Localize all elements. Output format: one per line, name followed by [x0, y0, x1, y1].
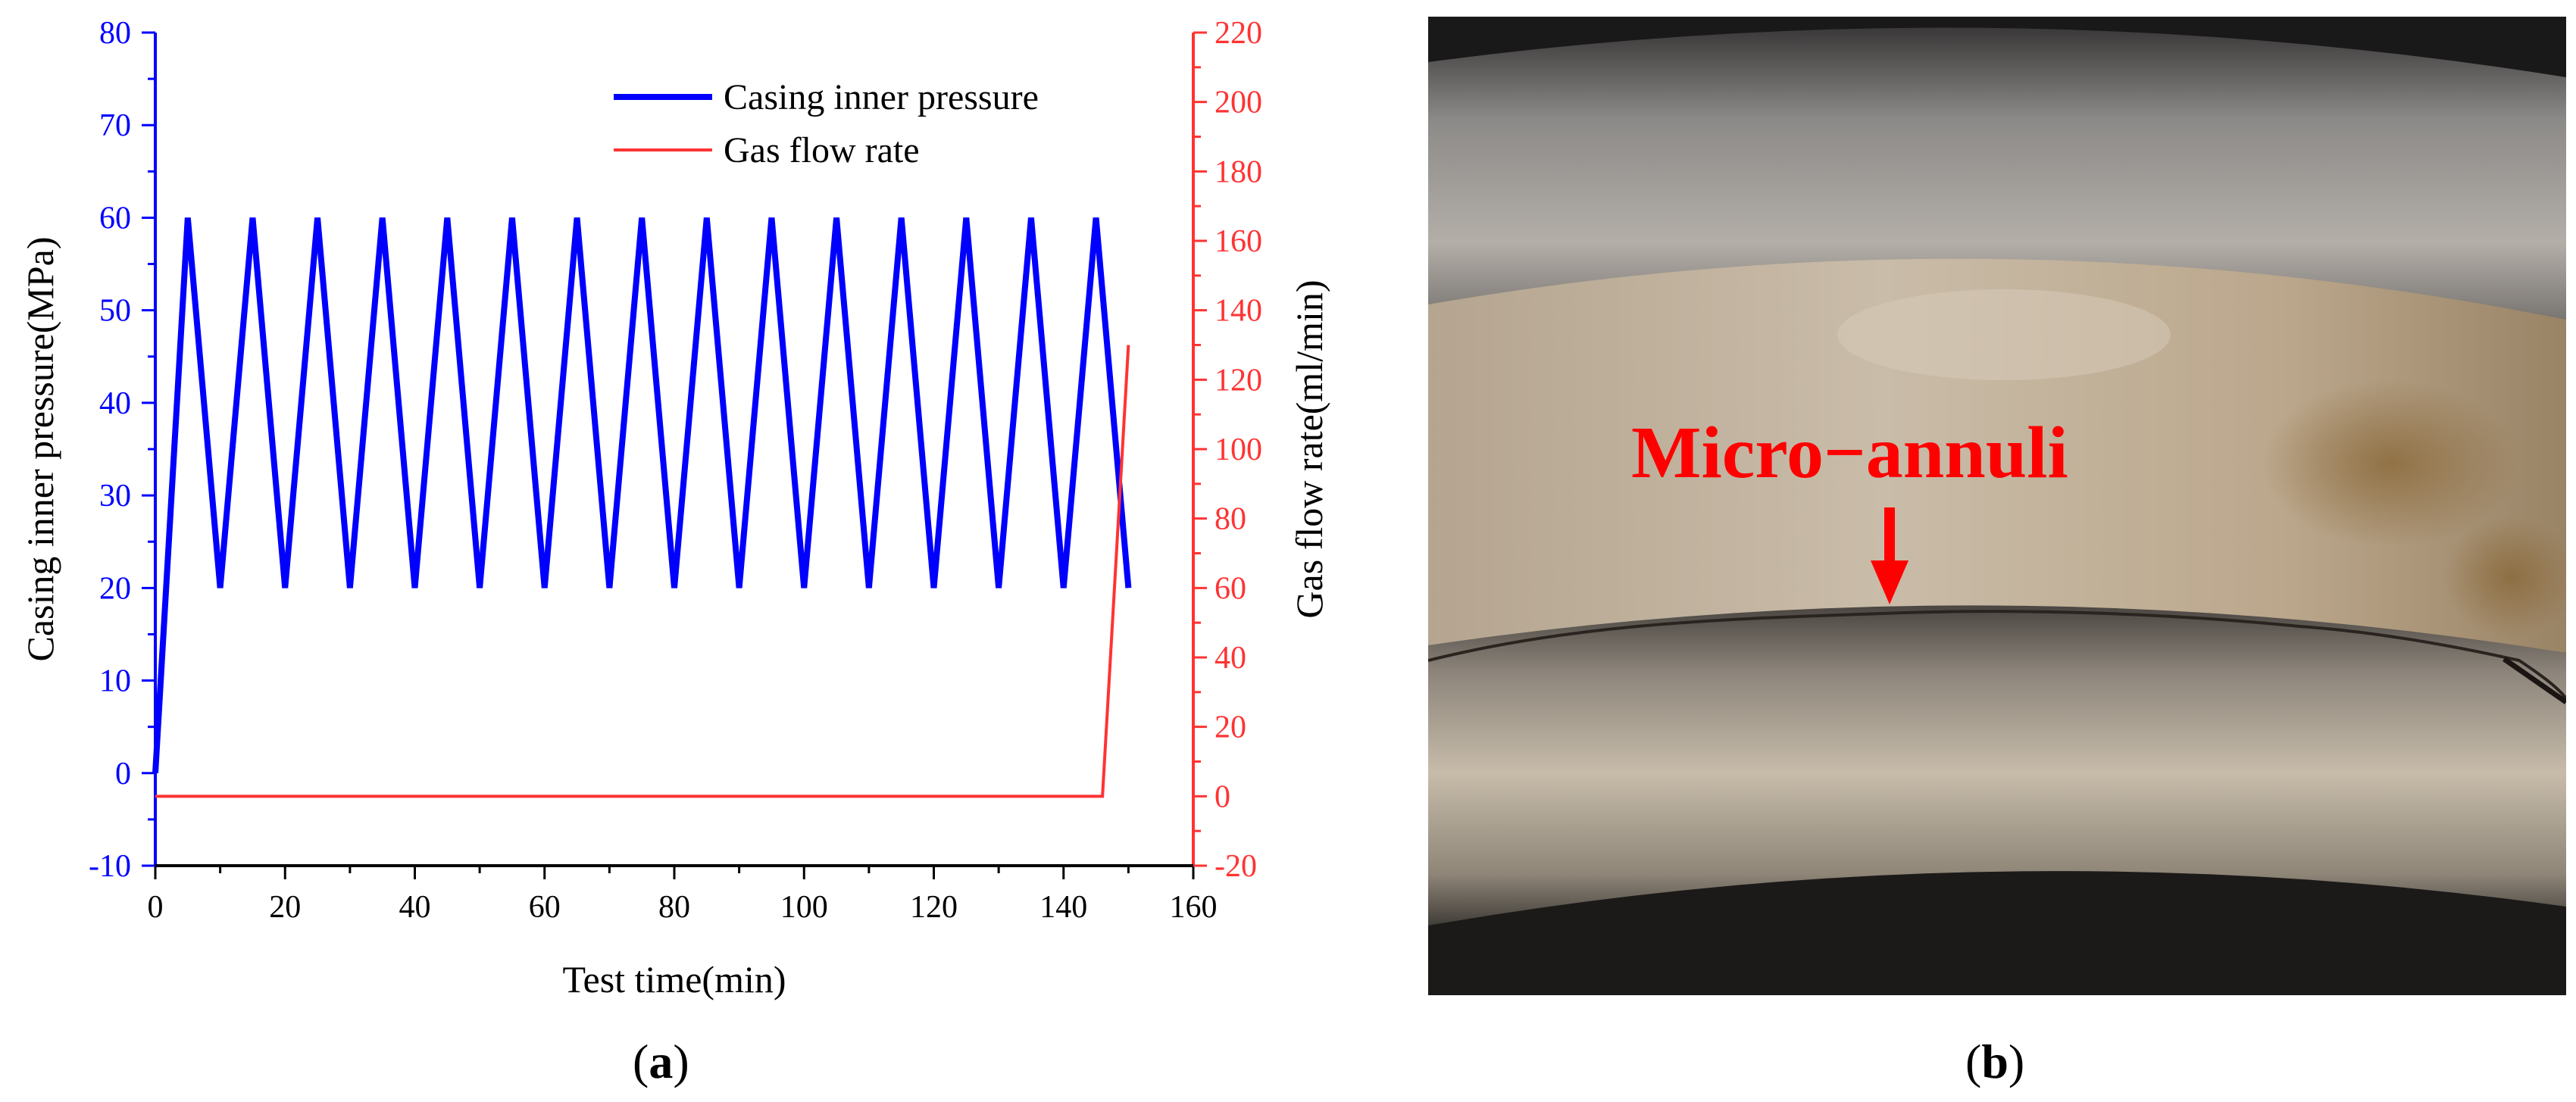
left-y-axis-title: Casing inner pressure(MPa): [19, 237, 61, 662]
x-tick-label: 100: [780, 890, 828, 925]
down-arrow-icon: [1871, 507, 1909, 604]
x-axis-title: Test time(min): [562, 958, 786, 1001]
left-y-tick-label: 0: [115, 757, 131, 791]
right-y-tick-label: 180: [1215, 155, 1262, 189]
right-y-tick-label: -20: [1215, 849, 1257, 884]
micro-annuli-label: Micro−annuli: [1631, 412, 2068, 494]
legend-entry: Casing inner pressure: [724, 77, 1039, 117]
panel-label-a-letter: a: [649, 1035, 674, 1088]
chart-panel-a: 0 20 40 60 80 100 120 140 160 -10 0 10 20 30 40 50 60 70 8…: [19, 16, 1330, 1001]
x-tick-label: 80: [658, 890, 690, 925]
photo-panel-b: Micro−annuli: [1428, 17, 2566, 995]
x-tick-label: 140: [1039, 890, 1087, 925]
left-y-tick-label: 60: [99, 201, 131, 236]
right-y-tick-label: 140: [1215, 294, 1262, 329]
right-y-tick-label: 120: [1215, 363, 1262, 398]
x-tick-label: 120: [910, 890, 958, 925]
right-y-tick-label: 60: [1215, 571, 1246, 606]
panel-label-a: (a): [633, 1035, 689, 1088]
left-y-tick-label: 70: [99, 108, 131, 143]
right-y-tick-label: 220: [1215, 16, 1262, 51]
left-y-tick-label: 30: [99, 479, 131, 514]
right-y-tick-label: 100: [1215, 432, 1262, 467]
right-y-axis-title: Gas flow rate(ml/min): [1288, 279, 1330, 618]
right-y-tick-label: 20: [1215, 710, 1246, 745]
x-tick-label: 160: [1170, 890, 1218, 925]
left-y-tick-label: 40: [99, 386, 131, 421]
x-tick-label: 60: [529, 890, 561, 925]
left-y-tick-label: 10: [99, 664, 131, 699]
left-y-tick-label: 80: [99, 16, 131, 51]
left-y-tick-label: -10: [89, 849, 131, 884]
series-line-gas-flow-rate: [155, 345, 1130, 798]
casing-cement-photo: [1428, 17, 2566, 995]
micro-annulus-crack: [1428, 610, 2566, 700]
panel-label-b-letter: b: [1981, 1035, 2009, 1088]
x-tick-label: 40: [399, 890, 431, 925]
right-y-tick-label: 40: [1215, 641, 1246, 676]
right-y-tick-label: 80: [1215, 502, 1246, 537]
panel-label-b: (b): [1965, 1035, 2025, 1088]
right-y-tick-label: 160: [1215, 224, 1262, 259]
dual-axis-line-chart: 0 20 40 60 80 100 120 140 160 -10 0 10 20 30 40 50 60 70 8…: [19, 16, 1330, 1001]
left-y-tick-label: 20: [99, 571, 131, 606]
x-tick-label: 0: [148, 890, 164, 925]
series-line-casing-inner-pressure: [152, 217, 1132, 774]
x-tick-label: 20: [269, 890, 301, 925]
right-y-tick-label: 200: [1215, 86, 1262, 120]
legend-entry: Gas flow rate: [724, 130, 920, 170]
right-y-tick-label: 0: [1215, 779, 1230, 814]
left-y-tick-label: 50: [99, 294, 131, 329]
